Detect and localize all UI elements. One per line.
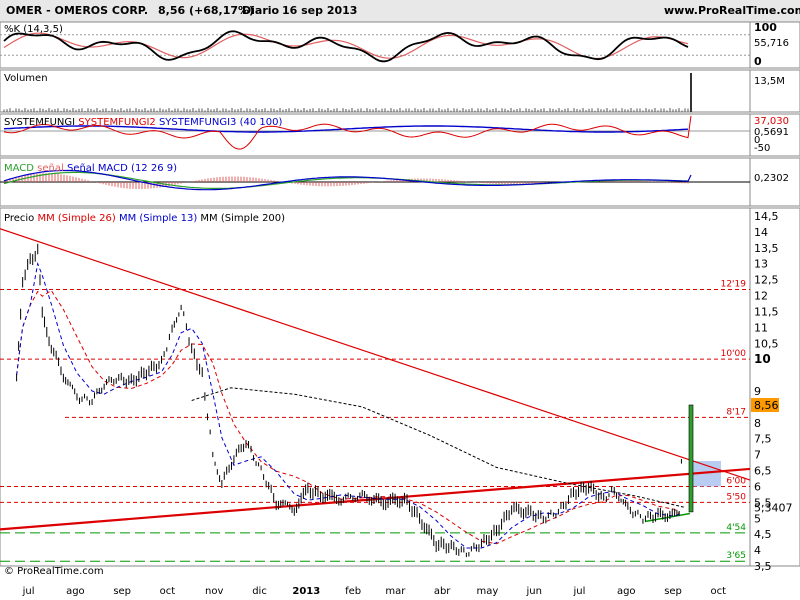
price-tick-label: 11,5: [754, 305, 779, 318]
volume-title-part-0: Volumen: [4, 73, 48, 84]
site-url: www.ProRealTime.com: [664, 4, 800, 17]
price-tick-label: 11: [754, 321, 768, 334]
level-label: 3'65: [726, 551, 746, 561]
x-tick-label: sep: [113, 586, 131, 597]
ma200-line: [191, 387, 684, 508]
support-trendline: [0, 467, 751, 531]
panel-frame-1: [0, 69, 751, 113]
price-title-part-2: MM (Simple 13): [116, 213, 198, 224]
price-tick-label: 7,5: [754, 433, 772, 446]
price-tick-label: 13,5: [754, 242, 779, 255]
quote-value: 8,56 (+68,17%): [158, 4, 255, 17]
stoch-k-line: [3, 30, 689, 63]
sf-line-blue: [3, 125, 689, 133]
axis-frame-4: [749, 207, 800, 567]
macd-line: [3, 169, 692, 191]
macd-title-part-1: señal: [34, 163, 64, 174]
sf-last-value-2: 0,5691: [754, 127, 789, 138]
x-tick-label: oct: [160, 586, 176, 597]
price-spike-candle: [688, 404, 694, 513]
level-label: 6'00: [726, 476, 746, 486]
level-label: 12'19: [721, 280, 747, 290]
x-tick-label: 2013: [292, 586, 320, 597]
stoch-title: %K (14,3,5): [4, 24, 63, 35]
price-tick-label: 5,5: [754, 496, 772, 509]
price-tick-label: 6: [754, 480, 761, 493]
price-title-part-1: MM (Simple 26): [34, 213, 116, 224]
price-tick-label: 13: [754, 258, 768, 271]
x-tick-label: dic: [252, 586, 267, 597]
x-tick-label: abr: [434, 586, 451, 597]
stoch-tick-0: 0: [754, 55, 762, 68]
price-tick-label: 9: [754, 385, 761, 398]
x-tick-label: mar: [385, 586, 406, 597]
sf-tick-0: 0: [754, 135, 760, 146]
price-tick-label: 5: [754, 512, 761, 525]
panel-frame-4: [0, 207, 751, 567]
x-tick-label: ago: [617, 586, 636, 597]
price-tick-label: 12,5: [754, 274, 779, 287]
stoch-last-value: 55,716: [754, 38, 789, 49]
stoch-tick-100: 100: [754, 21, 777, 34]
chart-header: OMER - OMEROS CORP. 8,56 (+68,17%) Diari…: [0, 0, 800, 23]
sf-title: SYSTEMFUNGI SYSTEMFUNGI2 SYSTEMFUNGI3 (4…: [4, 117, 282, 128]
price-tick-label: 14: [754, 226, 768, 239]
stoch-title-part-0: %K (14,3,5): [4, 24, 63, 35]
price-tick-label: 6,5: [754, 465, 772, 478]
x-tick-label: jul: [573, 586, 586, 597]
price-tick-label: 8: [754, 417, 761, 430]
x-tick-label: feb: [345, 586, 361, 597]
price-title-part-0: Precio: [4, 213, 34, 224]
x-tick-label: sep: [664, 586, 682, 597]
resistance-trendline: [0, 228, 751, 481]
sf-title-part-2: SYSTEMFUNGI3 (40 100): [156, 117, 283, 128]
price-tick-label: 14,5: [754, 210, 779, 223]
price-tick-label: 4: [754, 544, 761, 557]
price-tick-label: 10,5: [754, 337, 779, 350]
level-label: 8'17: [726, 407, 746, 417]
price-tick-label: 7: [754, 449, 761, 462]
price-title: Precio MM (Simple 26) MM (Simple 13) MM …: [4, 213, 285, 224]
chart-date: 16 sep 2013: [282, 4, 358, 17]
price-tick-label: 4,5: [754, 528, 772, 541]
price-tick-label: 3,5: [754, 560, 772, 573]
macd-title-part-2: Señal MACD (12 26 9): [64, 163, 177, 174]
volume-title: Volumen: [4, 73, 48, 84]
x-tick-label: oct: [711, 586, 727, 597]
level-label: 5'50: [726, 492, 746, 502]
interval-label: Diario: [242, 4, 280, 17]
level-label: 10'00: [721, 349, 747, 359]
volume-last-value: 13,5M: [754, 76, 785, 87]
price-tick-label: 12: [754, 290, 768, 303]
ma200-value-label: 5,3407: [754, 501, 793, 514]
ticker-name: OMER - OMEROS CORP.: [6, 4, 149, 17]
copyright-footer: © ProRealTime.com: [4, 566, 104, 577]
x-tick-label: jun: [525, 586, 541, 597]
x-tick-label: may: [477, 586, 499, 597]
sf-title-part-0: SYSTEMFUNGI: [4, 117, 75, 128]
x-tick-label: ago: [66, 586, 85, 597]
last-price-label: 8,56: [754, 399, 779, 412]
stoch-d-line: [3, 32, 689, 60]
axis-frame-1: [749, 69, 800, 113]
macd-tick: -50: [754, 143, 770, 154]
ma13-line: [16, 261, 680, 549]
level-label: 4'54: [726, 523, 746, 533]
sf-title-part-1: SYSTEMFUNGI2: [75, 117, 156, 128]
last-price-badge: [751, 398, 779, 412]
x-tick-label: nov: [205, 586, 223, 597]
sf-line-red: [3, 115, 692, 150]
price-title-part-3: MM (Simple 200): [197, 213, 285, 224]
macd-last-value: 0,2302: [754, 173, 789, 184]
panel-frame-0: [0, 21, 751, 69]
price-tick-label: 10: [754, 352, 771, 366]
x-tick-label: jul: [22, 586, 35, 597]
axis-frame-2: [749, 113, 800, 157]
macd-title: MACD señal Señal MACD (12 26 9): [4, 163, 177, 174]
sf-last-value-1: 37,030: [754, 116, 789, 127]
axis-frame-0: [749, 21, 800, 69]
macd-title-part-0: MACD: [4, 163, 34, 174]
